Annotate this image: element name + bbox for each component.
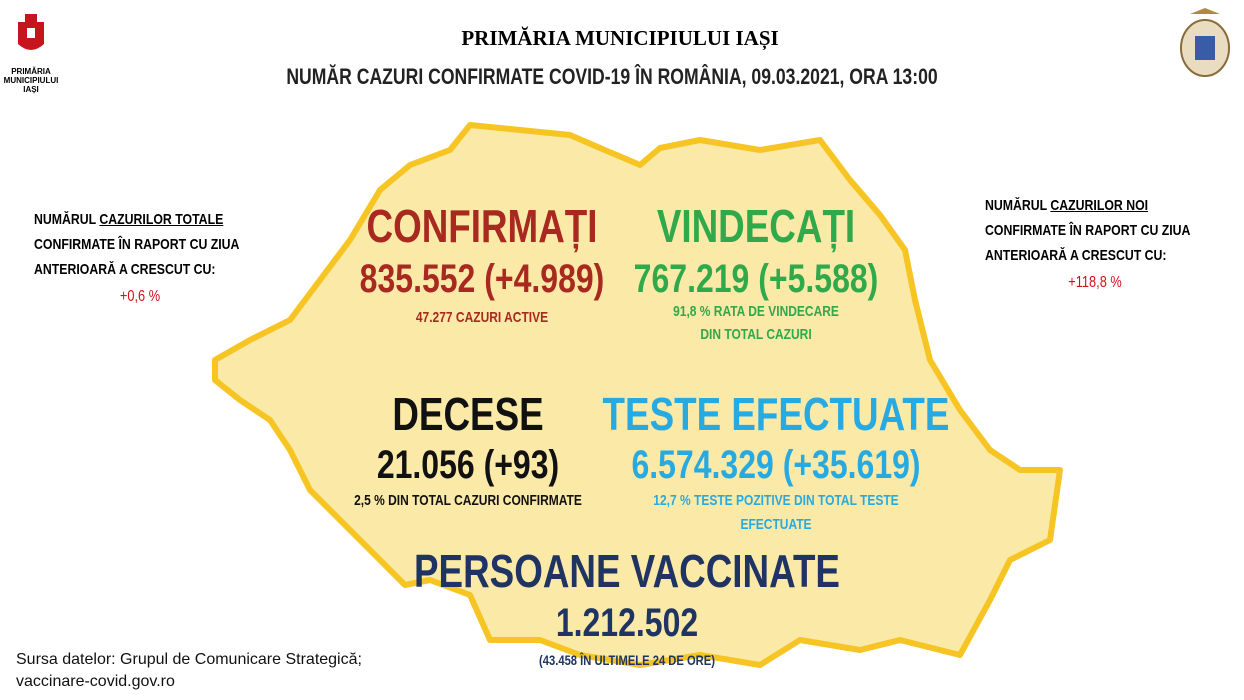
note-underlined: CAZURILOR TOTALE bbox=[99, 211, 224, 228]
note-lead: NUMĂRUL bbox=[985, 197, 1047, 214]
stat-title: TESTE EFECTUATE bbox=[602, 388, 950, 440]
subtitle: NUMĂR CAZURI CONFIRMATE COVID-19 ÎN ROMÂ… bbox=[286, 64, 938, 89]
logo-caption: MUNICIPIULUI bbox=[3, 76, 59, 85]
stat-title: CONFIRMAȚI bbox=[366, 200, 598, 252]
note-line: CONFIRMATE ÎN RAPORT CU ZIUA bbox=[985, 222, 1191, 239]
note-line: CONFIRMATE ÎN RAPORT CU ZIUA bbox=[34, 236, 240, 253]
stat-title: PERSOANE VACCINATE bbox=[414, 545, 840, 597]
note-lead: NUMĂRUL bbox=[34, 211, 96, 228]
stat-note: DIN TOTAL CAZURI bbox=[700, 326, 812, 343]
note-line: NUMĂRUL CAZURILOR TOTALE bbox=[34, 212, 223, 227]
source-line: Sursa datelor: Grupul de Comunicare Stra… bbox=[16, 651, 362, 668]
romania-map bbox=[212, 122, 1063, 668]
stat-note: EFECTUATE bbox=[740, 516, 812, 533]
stat-value: 767.219 (+5.588) bbox=[633, 257, 879, 301]
stat-title: VINDECAȚI bbox=[656, 200, 856, 252]
stat-note: 2,5 % DIN TOTAL CAZURI CONFIRMATE bbox=[354, 492, 582, 509]
stat-value: 21.056 (+93) bbox=[376, 443, 560, 487]
stat-note: 91,8 % RATA DE VINDECARE bbox=[673, 303, 839, 320]
stat-note: (43.458 ÎN ULTIMELE 24 DE ORE) bbox=[539, 652, 715, 668]
note-line: ANTERIOARĂ A CRESCUT CU: bbox=[34, 261, 216, 278]
note-value: +0,6 % bbox=[119, 288, 161, 305]
stat-title: DECESE bbox=[392, 388, 544, 440]
logo-caption: PRIMĂRIA bbox=[11, 67, 51, 76]
city-logo bbox=[18, 14, 44, 50]
stat-value: 1.212.502 bbox=[555, 601, 699, 645]
note-line: ANTERIOARĂ A CRESCUT CU: bbox=[985, 247, 1167, 264]
stat-note: 47.277 CAZURI ACTIVE bbox=[415, 309, 549, 326]
logo-caption: IAȘI bbox=[23, 85, 39, 94]
stat-value: 835.552 (+4.989) bbox=[359, 257, 605, 301]
source-line: vaccinare-covid.gov.ro bbox=[16, 673, 175, 690]
stat-value: 6.574.329 (+35.619) bbox=[631, 443, 921, 487]
note-line: NUMĂRUL CAZURILOR NOI bbox=[985, 198, 1148, 213]
note-underlined: CAZURILOR NOI bbox=[1050, 197, 1149, 214]
title: PRIMĂRIA MUNICIPIULUI IAȘI bbox=[461, 26, 779, 50]
coat-of-arms bbox=[1180, 8, 1230, 77]
stat-note: 12,7 % TESTE POZITIVE DIN TOTAL TESTE bbox=[653, 492, 899, 509]
note-value: +118,8 % bbox=[1068, 274, 1122, 291]
